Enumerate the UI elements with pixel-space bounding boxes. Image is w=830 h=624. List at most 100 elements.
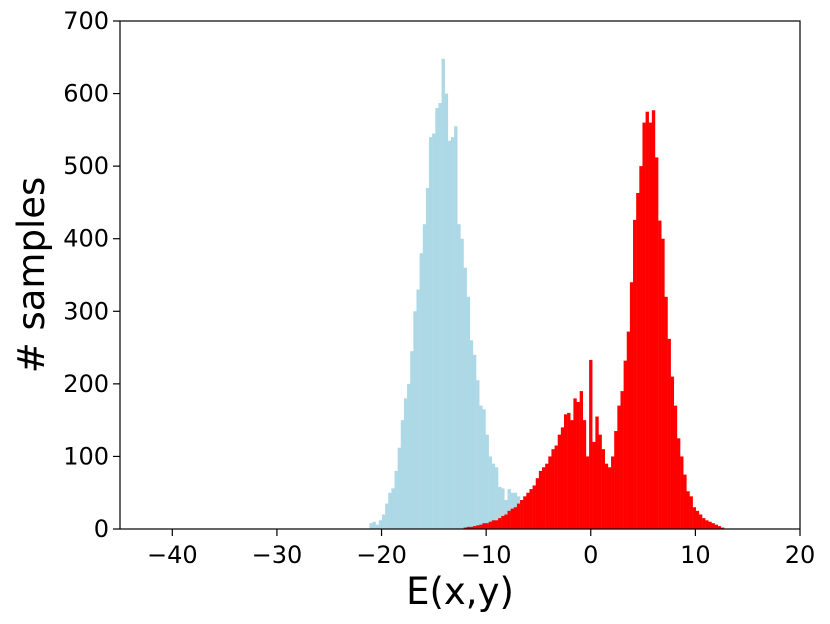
y-tick-label: 100 <box>63 442 109 470</box>
histogram-bar <box>705 520 709 529</box>
histogram-bar <box>381 514 386 529</box>
histogram-bar <box>655 157 659 529</box>
histogram-bar <box>435 108 439 529</box>
histogram-bar <box>385 503 389 529</box>
histogram-bar <box>633 219 637 529</box>
histogram-bar <box>639 166 643 529</box>
histogram-bar <box>494 467 499 529</box>
x-tick-label: 10 <box>680 541 711 569</box>
histogram-bar <box>698 514 703 529</box>
histogram-bar <box>501 488 505 529</box>
histogram-bar <box>469 340 474 529</box>
histogram-bar <box>620 391 624 529</box>
histogram-bar <box>573 398 577 529</box>
histogram-bar <box>611 456 615 529</box>
y-axis-label: # samples <box>10 177 53 374</box>
histogram-bar <box>491 463 496 529</box>
histogram-bar <box>683 474 687 529</box>
histogram-bar <box>463 267 467 529</box>
histogram-bar <box>676 438 681 529</box>
histogram-bar <box>592 441 596 529</box>
histogram-bar <box>476 380 480 529</box>
histogram-bar <box>535 478 540 529</box>
y-tick-label: 500 <box>63 152 109 180</box>
histogram-bar <box>463 527 467 529</box>
histogram-bar <box>482 409 486 529</box>
histogram-bar <box>397 447 401 529</box>
histogram-bar <box>529 489 533 529</box>
histogram-bar <box>451 137 455 530</box>
bars-layer <box>369 58 725 530</box>
histogram-bar <box>457 224 461 529</box>
histogram-bar <box>702 518 706 529</box>
histogram-bar <box>432 133 436 530</box>
histogram-bar <box>563 414 568 529</box>
histogram-bar <box>576 402 580 529</box>
histogram-bar <box>689 496 693 529</box>
y-tick-label: 700 <box>63 7 109 35</box>
histogram-bar <box>661 238 665 529</box>
histogram-bar <box>516 503 521 529</box>
histogram-bar <box>670 376 675 529</box>
histogram-bar <box>686 491 690 529</box>
histogram-bar <box>472 526 477 529</box>
histogram-bar <box>548 456 552 529</box>
x-tick-label: −10 <box>461 541 512 569</box>
y-tick-label: 400 <box>63 225 109 253</box>
histogram-bar <box>498 486 502 529</box>
y-axis-ticks: 0 100 200 300 400 500 600 700 <box>63 7 120 543</box>
histogram-bar <box>708 521 712 529</box>
histogram-bar <box>532 485 536 529</box>
histogram-bar <box>507 510 511 529</box>
histogram-bar <box>479 405 483 529</box>
x-tick-label: −30 <box>252 541 303 569</box>
histogram-bar <box>692 507 697 529</box>
x-tick-label: −20 <box>356 541 407 569</box>
histogram-bar <box>560 427 565 529</box>
histogram-bar <box>438 103 442 529</box>
histogram-bar <box>651 110 656 529</box>
histogram-bar <box>623 360 627 529</box>
histogram-bar <box>520 499 524 529</box>
histogram-bar <box>617 405 621 529</box>
x-axis-label: E(x,y) <box>406 570 514 613</box>
histogram-bar <box>658 220 662 529</box>
histogram-bar <box>629 282 634 529</box>
histogram-bar <box>375 524 380 529</box>
histogram-bar <box>479 524 483 529</box>
histogram-bar <box>410 351 414 529</box>
histogram-bar <box>598 434 602 529</box>
y-tick-label: 300 <box>63 297 109 325</box>
histogram-bar <box>648 122 653 529</box>
histogram-bar <box>482 523 486 529</box>
histogram-bar <box>645 111 649 530</box>
histogram-bar <box>585 456 590 529</box>
histogram-bar <box>485 434 489 529</box>
x-axis-ticks: −40 −30 −20 −10 0 10 20 <box>147 529 815 569</box>
histogram-bar <box>466 526 471 529</box>
histogram-bar <box>501 515 505 529</box>
histogram-bar <box>507 489 511 529</box>
histogram-bar <box>447 140 452 530</box>
histogram-bar <box>498 518 502 529</box>
histogram-bar <box>642 122 646 529</box>
histogram-bar <box>454 126 458 529</box>
histogram-bar <box>372 521 376 529</box>
histogram-bar <box>419 253 423 530</box>
histogram-bar <box>673 405 678 529</box>
y-tick-label: 600 <box>63 80 109 108</box>
histogram-bar <box>494 520 499 529</box>
histogram-bar <box>595 416 599 529</box>
series-0-bars <box>369 58 565 530</box>
histogram-bar <box>526 492 530 529</box>
histogram-bar <box>720 527 725 529</box>
histogram-bar <box>680 456 684 529</box>
histogram-bar <box>523 496 527 529</box>
histogram-bar <box>416 289 420 529</box>
histogram-bar <box>717 526 722 529</box>
histogram-bar <box>714 524 718 529</box>
histogram-bar <box>469 526 474 529</box>
y-tick-label: 0 <box>94 515 109 543</box>
